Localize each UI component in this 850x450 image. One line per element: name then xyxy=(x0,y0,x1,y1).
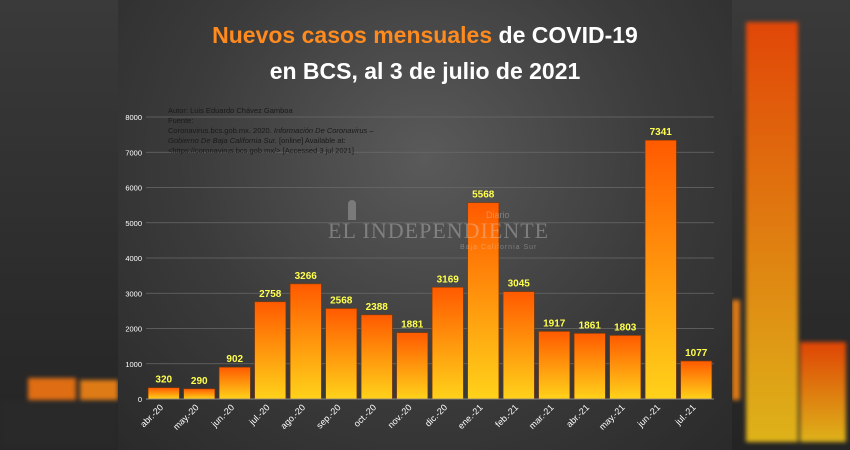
watermark-angel-icon xyxy=(348,200,356,220)
source-line-2: Gobierno De Baja California Sur. [online… xyxy=(168,136,346,145)
bar xyxy=(254,301,287,400)
bar xyxy=(609,335,642,400)
x-tick-label: ago.-20 xyxy=(279,402,308,431)
watermark-tag: Diario xyxy=(486,210,510,220)
data-label: 1881 xyxy=(401,320,424,331)
bar xyxy=(325,308,358,400)
bar xyxy=(396,332,429,400)
data-label: 1803 xyxy=(614,322,637,333)
data-label: 3169 xyxy=(437,274,460,285)
chart-subtitle: en BCS, al 3 de julio de 2021 xyxy=(269,58,581,84)
y-tick-label: 5000 xyxy=(125,219,142,228)
x-tick-label: abr.-21 xyxy=(564,402,591,429)
data-label: 902 xyxy=(226,354,243,365)
source-label: Fuente: xyxy=(168,116,194,125)
source-line-1: Coronavirus.bcs.gob.mx. 2020. Informació… xyxy=(168,126,374,135)
y-tick-label: 7000 xyxy=(125,148,142,157)
data-label: 3266 xyxy=(295,271,318,282)
bar xyxy=(289,283,322,400)
data-label: 7341 xyxy=(650,127,673,138)
x-tick-label: nov.-20 xyxy=(386,402,414,430)
data-label: 1917 xyxy=(543,318,566,329)
data-label: 320 xyxy=(155,375,172,386)
background-right-panel xyxy=(732,0,850,450)
x-tick-label: mar.-21 xyxy=(527,402,556,431)
y-tick-label: 8000 xyxy=(125,113,142,122)
x-tick-label: jul.-20 xyxy=(247,402,272,427)
y-tick-label: 3000 xyxy=(125,289,142,298)
y-tick-label: 1000 xyxy=(125,360,142,369)
source-author: Autor: Luis Eduardo Chávez Gamboa xyxy=(168,106,293,115)
chart-title-rest: de COVID-19 xyxy=(498,22,638,48)
bar-chart: 0 1000 2000 3000 4000 5000 6000 7000 8000 320 abr.… xyxy=(125,113,714,432)
watermark-logo: Diario EL INDEPENDIENTE Baja California … xyxy=(328,200,548,260)
bar xyxy=(147,387,180,400)
data-label: 1861 xyxy=(579,320,602,331)
bar xyxy=(218,366,251,400)
x-tick-label: sep.-20 xyxy=(314,402,342,430)
chart-title: Nuevos casos mensuales de COVID-19 xyxy=(118,22,732,49)
y-tick-label: 2000 xyxy=(125,325,142,334)
background-right-bars xyxy=(732,22,846,442)
x-tick-label: oct.-20 xyxy=(352,402,379,429)
bar xyxy=(573,333,606,400)
data-label: 2388 xyxy=(366,302,389,313)
bar xyxy=(431,286,464,400)
background-left-bars xyxy=(0,378,118,450)
x-tick-label: jun.-21 xyxy=(635,402,662,429)
chart-title-highlight: Nuevos casos mensuales xyxy=(212,22,493,48)
bar xyxy=(467,202,500,400)
source-line-3: <https://coronavirus.bcs.gob.mx/> [Acces… xyxy=(168,146,354,155)
bar xyxy=(183,388,216,400)
x-tick-label: jun.-20 xyxy=(209,402,236,429)
data-label: 5568 xyxy=(472,190,495,201)
chart-panel: Nuevos casos mensuales de COVID-19 en BC… xyxy=(118,0,732,450)
x-tick-label: ene.-21 xyxy=(456,402,485,431)
x-tick-label: feb.-21 xyxy=(493,402,520,429)
source-note: Autor: Luis Eduardo Chávez Gamboa Fuente… xyxy=(168,106,428,156)
data-label: 3045 xyxy=(508,279,531,290)
bar xyxy=(360,314,393,400)
x-tick-label: abr.-20 xyxy=(138,402,165,429)
data-label: 2568 xyxy=(330,295,353,306)
bar xyxy=(644,139,677,400)
y-tick-label: 0 xyxy=(138,395,142,404)
data-label: 1077 xyxy=(685,348,708,359)
x-tick-label: jul.-21 xyxy=(673,402,698,427)
y-tick-label: 4000 xyxy=(125,254,142,263)
bar xyxy=(502,291,535,400)
x-tick-label: may.-20 xyxy=(171,402,201,432)
background-left-panel xyxy=(0,0,118,450)
data-label: 2758 xyxy=(259,289,282,300)
bar xyxy=(680,360,713,400)
watermark-region: Baja California Sur xyxy=(460,244,538,251)
watermark-name: EL INDEPENDIENTE xyxy=(328,218,550,243)
x-tick-label: may.-21 xyxy=(597,402,627,432)
x-tick-label: dic.-20 xyxy=(423,402,449,428)
y-tick-label: 6000 xyxy=(125,184,142,193)
data-label: 290 xyxy=(191,376,208,387)
bar xyxy=(538,331,571,400)
